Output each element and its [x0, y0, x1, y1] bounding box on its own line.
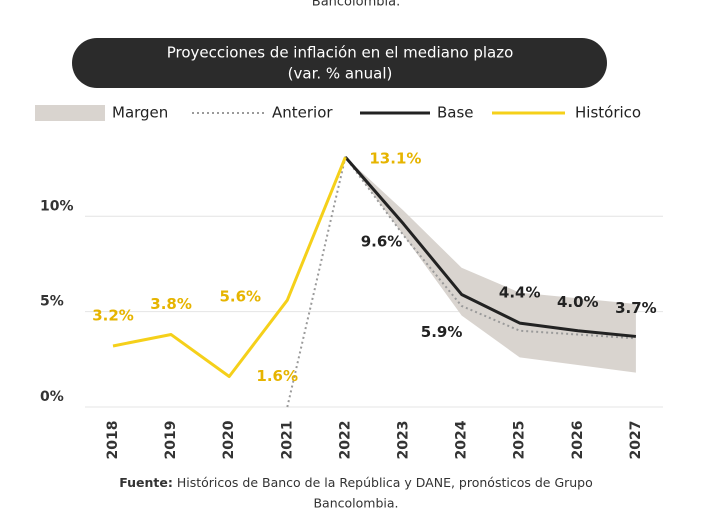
- legend-swatch: [35, 105, 105, 121]
- y-tick-label: 5%: [40, 294, 64, 310]
- source: Fuente: Históricos de Banco de la Repúbl…: [119, 475, 593, 490]
- chart-title: Proyecciones de inflación en el mediano …: [167, 44, 514, 62]
- legend-label: Histórico: [575, 104, 641, 122]
- data-label: 9.6%: [361, 232, 403, 250]
- y-tick-label: 10%: [40, 198, 74, 214]
- x-tick-label: 2023: [396, 421, 412, 460]
- data-label: 13.1%: [369, 150, 421, 168]
- data-label: 5.6%: [219, 288, 261, 306]
- x-tick-label: 2019: [163, 421, 179, 460]
- x-tick-label: 2024: [454, 420, 470, 459]
- top-note: Bancolombia.: [312, 0, 400, 10]
- y-tick-label: 0%: [40, 389, 64, 405]
- data-label: 3.8%: [150, 295, 192, 313]
- x-tick-label: 2025: [512, 421, 528, 460]
- series-line: [286, 156, 636, 408]
- data-label: 4.4%: [499, 284, 541, 302]
- x-tick-label: 2026: [570, 421, 586, 460]
- source-label: Fuente:: [119, 475, 173, 490]
- x-tick-label: 2020: [221, 420, 237, 459]
- x-tick-label: 2018: [105, 421, 121, 460]
- x-tick-label: 2021: [279, 421, 295, 460]
- source-text: Históricos de Banco de la República y DA…: [177, 475, 593, 490]
- legend-label: Anterior: [272, 104, 333, 122]
- data-label: 5.9%: [421, 323, 463, 341]
- data-label: 1.6%: [256, 367, 298, 385]
- series-line: [112, 156, 347, 378]
- title-pill: [72, 38, 607, 88]
- margin-band: [345, 157, 636, 373]
- data-label: 3.7%: [615, 299, 657, 317]
- data-label: 3.2%: [92, 306, 134, 324]
- data-label: 4.0%: [557, 293, 599, 311]
- x-tick-label: 2027: [628, 421, 644, 460]
- legend-label: Base: [437, 104, 474, 122]
- x-tick-label: 2022: [337, 421, 353, 460]
- source-line2: Bancolombia.: [313, 496, 398, 511]
- legend-label: Margen: [112, 104, 168, 122]
- chart-subtitle: (var. % anual): [288, 65, 393, 83]
- series-line: [344, 156, 637, 338]
